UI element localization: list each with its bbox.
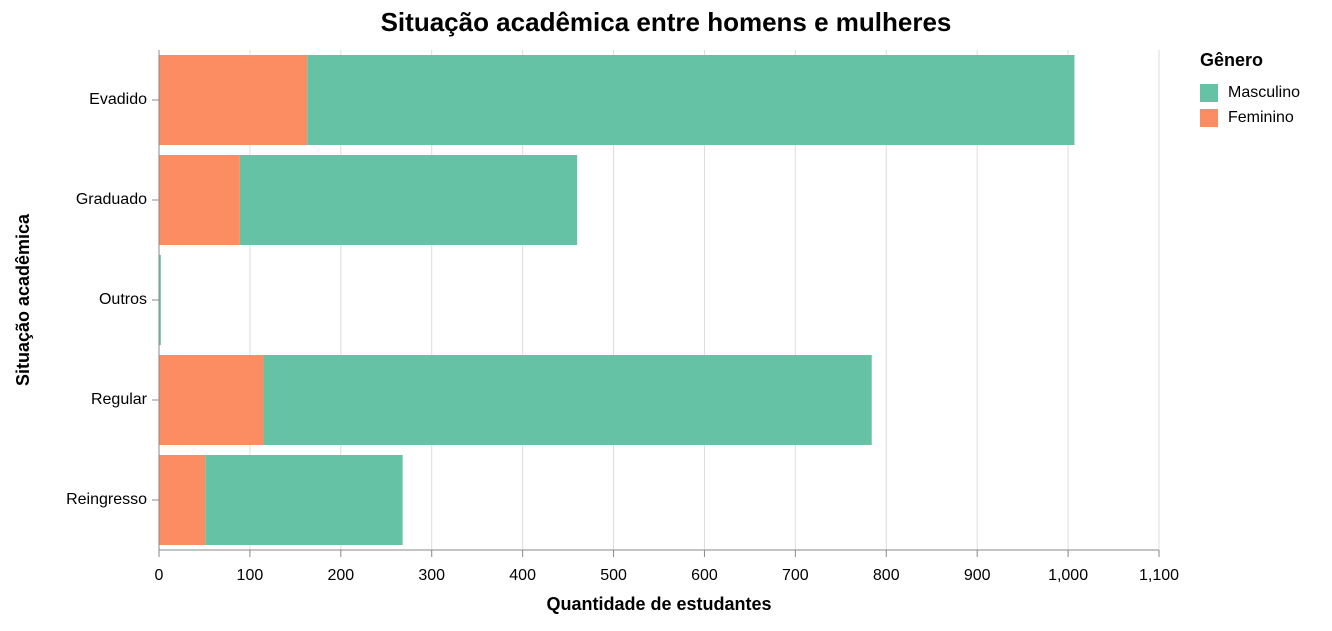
y-tick-label: Graduado [76, 191, 147, 208]
x-axis-title: Quantidade de estudantes [546, 594, 771, 614]
x-tick-label: 500 [600, 567, 627, 584]
y-tick-label: Evadido [89, 91, 147, 108]
y-tick-label: Outros [99, 291, 147, 308]
legend-title: Gênero [1200, 50, 1263, 70]
bar-segment [239, 155, 578, 245]
legend-swatch [1200, 84, 1218, 102]
x-tick-label: 1,000 [1048, 567, 1088, 584]
x-tick-label: 200 [327, 567, 354, 584]
x-tick-label: 100 [237, 567, 264, 584]
legend-label: Feminino [1228, 109, 1294, 126]
x-tick-label: 900 [964, 567, 991, 584]
x-tick-label: 600 [691, 567, 718, 584]
y-tick-label: Reingresso [66, 491, 147, 508]
bar-segment [263, 355, 872, 445]
bar-segment [159, 455, 206, 545]
x-tick-label: 1,100 [1139, 567, 1179, 584]
bar-segment [159, 355, 264, 445]
bar-segment [307, 55, 1075, 145]
x-tick-label: 400 [509, 567, 536, 584]
legend-swatch [1200, 109, 1218, 127]
x-tick-label: 700 [782, 567, 809, 584]
bar-segment [205, 455, 403, 545]
bar-segment [159, 155, 240, 245]
bar-segment [159, 255, 161, 345]
legend-label: Masculino [1228, 84, 1300, 101]
bar-segment [159, 55, 308, 145]
x-tick-label: 0 [155, 567, 164, 584]
x-tick-label: 300 [418, 567, 445, 584]
y-axis-title: Situação acadêmica [13, 213, 33, 386]
y-tick-label: Regular [91, 391, 148, 408]
x-tick-label: 800 [873, 567, 900, 584]
chart-title: Situação acadêmica entre homens e mulher… [381, 7, 952, 37]
